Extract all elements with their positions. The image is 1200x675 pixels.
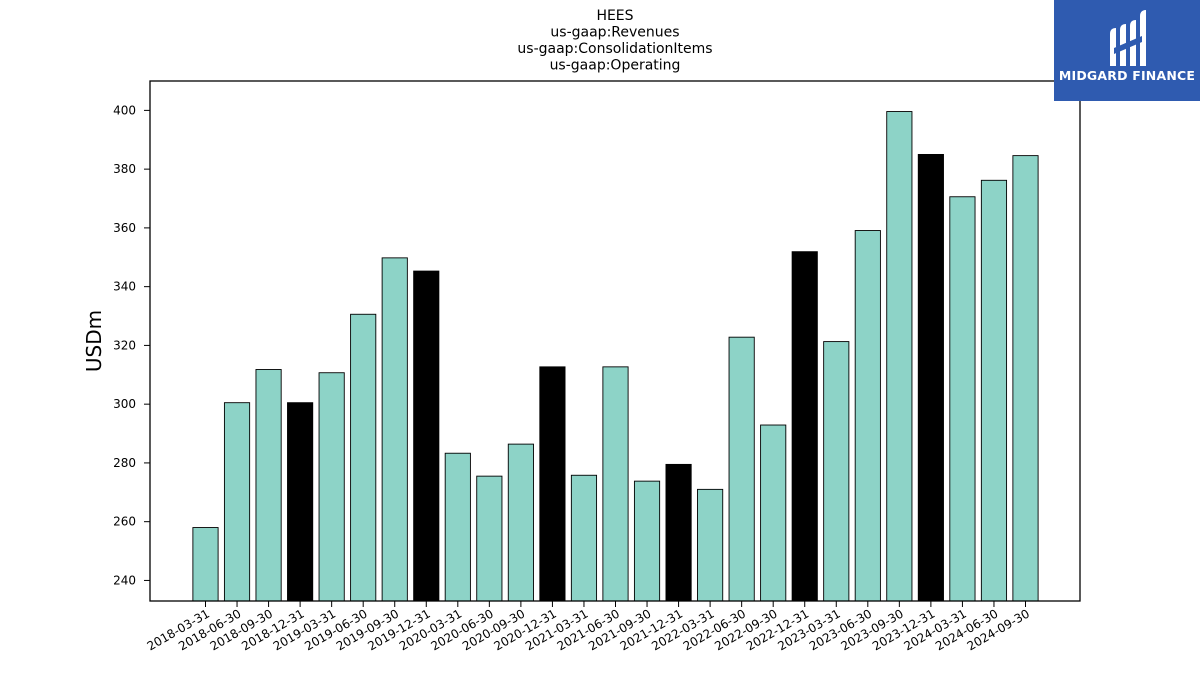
- bars-group: [192, 111, 1039, 602]
- chart-title-line: us-gaap:Revenues: [550, 25, 679, 41]
- chart-title-line: HEES: [596, 8, 633, 24]
- bar-2023-03-31: [823, 341, 850, 602]
- bar-2020-03-31: [444, 452, 471, 602]
- bar-2020-09-30: [507, 443, 534, 602]
- y-tick-label: 300: [113, 397, 136, 411]
- bar-2018-03-31: [192, 527, 219, 602]
- bar-2024-06-30: [980, 179, 1008, 602]
- logo-text: MIDGARD FINANCE: [1058, 68, 1196, 83]
- bar-2019-09-30: [381, 257, 408, 602]
- bar-2022-03-31: [697, 488, 724, 602]
- bar-2018-06-30: [223, 402, 251, 602]
- y-tick-label: 280: [113, 456, 136, 470]
- logo-icon: [1110, 10, 1146, 66]
- bar-2019-03-31: [318, 372, 345, 602]
- bar-2021-09-30: [633, 480, 661, 602]
- bar-2019-12-31: [413, 270, 440, 602]
- y-tick-label: 360: [113, 221, 136, 235]
- chart-title-line: us-gaap:Operating: [550, 58, 681, 74]
- chart-title-line: us-gaap:ConsolidationItems: [517, 41, 712, 57]
- y-tick-label: 400: [113, 103, 136, 117]
- y-tick-label: 260: [113, 515, 136, 529]
- bar-2021-12-31: [665, 463, 692, 602]
- bar-2023-09-30: [886, 111, 913, 602]
- x-axis: 2018-03-312018-06-302018-09-302018-12-31…: [145, 601, 1032, 653]
- y-tick-label: 320: [113, 338, 136, 352]
- bar-2020-12-31: [539, 366, 566, 602]
- chart-title: HEESus-gaap:Revenuesus-gaap:Consolidatio…: [517, 8, 712, 74]
- bar-2022-09-30: [760, 424, 787, 602]
- y-tick-label: 340: [113, 280, 136, 294]
- y-axis: 240 260 280 300 320 340 360 380 400: [113, 103, 150, 587]
- bar-2023-12-31: [917, 153, 944, 602]
- bar-2021-03-31: [570, 474, 598, 602]
- bar-2023-06-30: [854, 230, 881, 602]
- bar-2018-12-31: [287, 402, 314, 602]
- bar-2020-06-30: [476, 475, 503, 602]
- bar-2019-06-30: [350, 313, 377, 602]
- bar-2021-06-30: [602, 366, 629, 602]
- bar-2018-09-30: [255, 369, 282, 602]
- bar-2024-09-30: [1012, 155, 1039, 602]
- y-tick-label: 240: [113, 573, 136, 587]
- y-axis-label: USDm: [82, 310, 106, 372]
- bar-2022-06-30: [728, 336, 755, 602]
- y-tick-label: 380: [113, 162, 136, 176]
- bar-2022-12-31: [791, 251, 818, 602]
- bar-2024-03-31: [949, 196, 976, 602]
- midgard-finance-logo: MIDGARD FINANCE: [1054, 0, 1200, 101]
